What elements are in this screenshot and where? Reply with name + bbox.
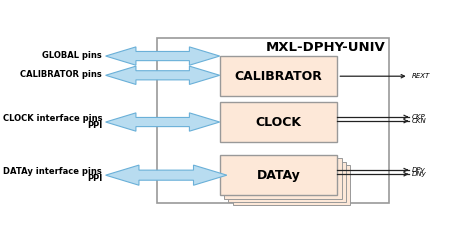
Text: CALIBRATOR: CALIBRATOR <box>234 70 322 83</box>
Bar <box>219 56 336 96</box>
Text: GLOBAL pins: GLOBAL pins <box>42 51 102 60</box>
Text: DNy: DNy <box>411 171 425 177</box>
Text: CLOCK interface pins: CLOCK interface pins <box>3 114 102 123</box>
Polygon shape <box>106 66 219 84</box>
Text: DATAy interface pins: DATAy interface pins <box>3 167 102 176</box>
Text: PPI: PPI <box>87 174 102 183</box>
Polygon shape <box>106 113 219 131</box>
Text: REXT: REXT <box>411 73 429 79</box>
Text: DPy: DPy <box>411 167 424 173</box>
Text: CALIBRATOR pins: CALIBRATOR pins <box>20 70 102 79</box>
Bar <box>228 162 345 202</box>
Text: DATAy: DATAy <box>256 169 300 182</box>
Bar <box>219 102 336 142</box>
Text: CKP: CKP <box>411 114 424 120</box>
Text: PPI: PPI <box>87 121 102 130</box>
Bar <box>219 155 336 195</box>
Text: CLOCK: CLOCK <box>255 115 301 129</box>
Polygon shape <box>106 47 219 65</box>
Bar <box>232 165 349 205</box>
Text: MXL-DPHY-UNIV: MXL-DPHY-UNIV <box>265 41 385 55</box>
Text: CKN: CKN <box>411 118 425 124</box>
Bar <box>157 38 388 203</box>
Polygon shape <box>106 165 226 185</box>
Bar <box>224 158 341 199</box>
